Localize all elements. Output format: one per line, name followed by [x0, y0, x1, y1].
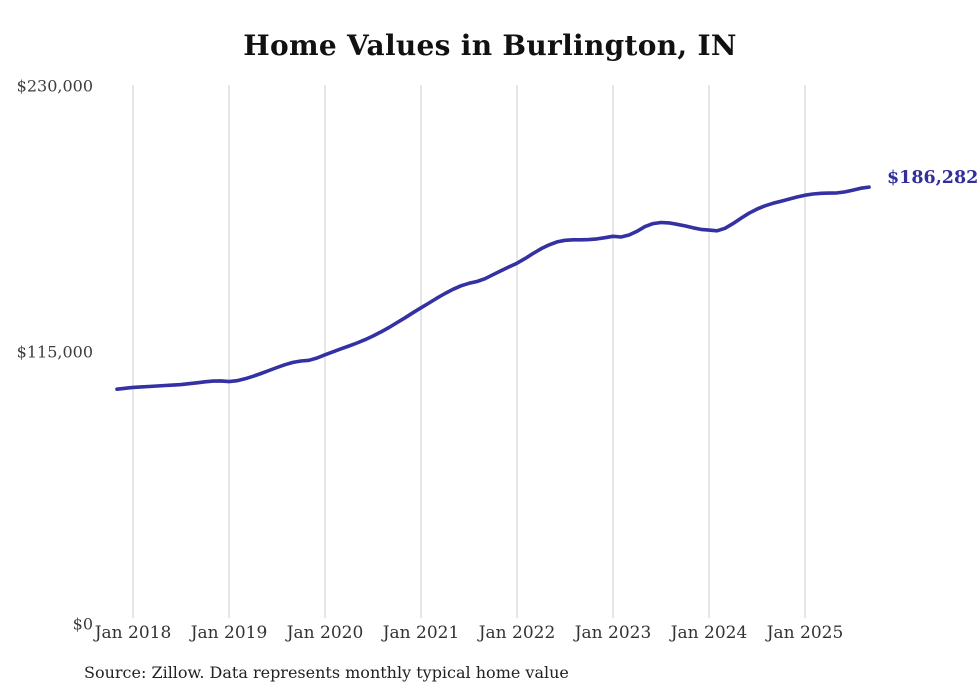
chart-title: Home Values in Burlington, IN — [243, 29, 737, 62]
x-tick-jan-2025: Jan 2025 — [766, 623, 844, 643]
x-tick-jan-2019: Jan 2019 — [190, 623, 268, 643]
x-tick-jan-2024: Jan 2024 — [670, 623, 748, 643]
x-tick-jan-2018: Jan 2018 — [94, 623, 172, 643]
source-note: Source: Zillow. Data represents monthly … — [84, 663, 569, 682]
y-tick-230000: $230,000 — [16, 76, 93, 96]
y-tick-115000: $115,000 — [16, 342, 93, 362]
x-tick-jan-2020: Jan 2020 — [286, 623, 364, 643]
x-tick-jan-2021: Jan 2021 — [382, 623, 460, 643]
latest-value-label: $186,282 — [887, 168, 979, 189]
x-tick-jan-2023: Jan 2023 — [574, 623, 652, 643]
x-tick-jan-2022: Jan 2022 — [478, 623, 556, 643]
gridlines — [132, 85, 806, 618]
home-value-line — [115, 185, 871, 391]
y-tick-0: $0 — [72, 614, 93, 634]
